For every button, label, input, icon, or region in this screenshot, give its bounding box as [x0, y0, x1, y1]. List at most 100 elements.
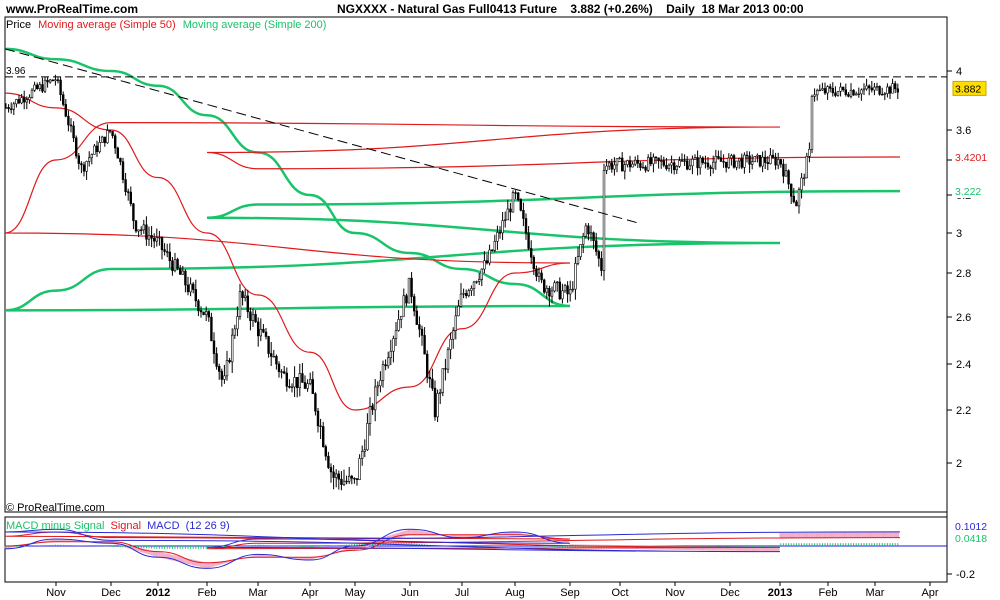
candle-body [854, 93, 858, 96]
candle-body [88, 157, 91, 162]
candle-body [532, 256, 536, 269]
candle-body [490, 249, 494, 252]
candle [467, 288, 470, 298]
candle [218, 363, 221, 380]
legend-macd-hist[interactable]: MACD minus Signal [6, 520, 105, 532]
legend-ma50[interactable]: Moving average (Simple 50) [38, 19, 176, 31]
candle [392, 335, 395, 363]
candle [88, 151, 91, 167]
legend-ma200[interactable]: Moving average (Simple 200) [182, 19, 327, 31]
candle-body [665, 164, 668, 169]
candle-body [737, 158, 741, 162]
candle [145, 216, 148, 246]
candle [823, 82, 827, 96]
candle [451, 327, 455, 349]
candle-body [618, 157, 621, 160]
candle [43, 76, 47, 93]
candle [147, 226, 151, 246]
candle [412, 293, 416, 317]
candle-body [797, 189, 801, 207]
candle [675, 164, 679, 174]
candle-body [540, 272, 543, 281]
candle [285, 367, 288, 392]
candle-body [319, 425, 322, 427]
candle-body [613, 164, 616, 170]
candle [418, 316, 421, 338]
legend-macd-params[interactable]: (12 26 9) [185, 520, 230, 532]
candle-body [85, 161, 88, 172]
y-tick-label: 2.2 [956, 405, 971, 417]
candle-body [132, 203, 135, 222]
candle-body [519, 199, 523, 211]
candle [163, 243, 166, 256]
candle [875, 82, 879, 91]
candle [446, 347, 450, 374]
candle-body [529, 248, 533, 258]
candle [633, 156, 637, 167]
candle-body [659, 160, 663, 162]
candle [592, 231, 595, 250]
candle-body [542, 279, 546, 293]
candle [545, 285, 549, 299]
candle-body [389, 350, 392, 359]
candle-body [228, 360, 231, 363]
candle [587, 223, 590, 241]
candle-body [155, 237, 158, 242]
candle-body [467, 290, 470, 296]
candle [280, 369, 283, 379]
candle [797, 187, 801, 214]
candle-body [225, 360, 229, 377]
candle-body [329, 467, 333, 473]
candle [805, 152, 809, 179]
candle [828, 83, 832, 93]
candle [334, 469, 338, 488]
candle-body [337, 473, 340, 480]
candle [103, 136, 107, 147]
candle [769, 148, 772, 165]
site-label[interactable]: www.ProRealTime.com [6, 2, 139, 16]
candle-body [623, 164, 627, 172]
legend-price[interactable]: Price [6, 19, 32, 31]
candle [709, 164, 712, 177]
macd-badge-hist: 0.0418 [955, 533, 987, 545]
candle [891, 78, 894, 94]
candle-body [355, 478, 359, 480]
price-badge-ma50: 3.4201 [955, 152, 987, 164]
candle [693, 154, 697, 160]
candle-body [246, 295, 249, 313]
candle [28, 94, 31, 104]
candle [514, 190, 517, 200]
candle-body [282, 371, 286, 374]
candle-body [7, 107, 10, 110]
candle [262, 324, 265, 334]
legend-macd-line[interactable]: MACD [147, 520, 180, 532]
candle [860, 88, 863, 101]
candle-body [150, 235, 153, 239]
candle [839, 82, 842, 97]
candle-body [121, 161, 125, 180]
candle-body [841, 86, 845, 91]
y-tick-label: 2 [956, 458, 962, 470]
candle [25, 96, 28, 110]
candle [605, 159, 608, 175]
chart-title: NGXXXX - Natural Gas Full0413 Future 3.8… [337, 2, 804, 16]
legend-macd-signal[interactable]: Signal [110, 520, 142, 532]
candle [532, 255, 536, 276]
candle [51, 79, 55, 82]
candle [85, 160, 88, 180]
candle [254, 310, 257, 323]
candle [56, 77, 60, 84]
candle [631, 161, 634, 168]
x-tick-label: Oct [611, 587, 628, 599]
candle-body [134, 220, 138, 232]
candle-body [41, 84, 44, 92]
candle [654, 156, 658, 164]
candle-body [724, 161, 728, 168]
candle [711, 155, 715, 174]
candle-body [587, 225, 590, 235]
candle-body [269, 353, 273, 357]
candle [269, 342, 273, 366]
candle-body [626, 160, 629, 165]
candle-body [826, 86, 829, 94]
